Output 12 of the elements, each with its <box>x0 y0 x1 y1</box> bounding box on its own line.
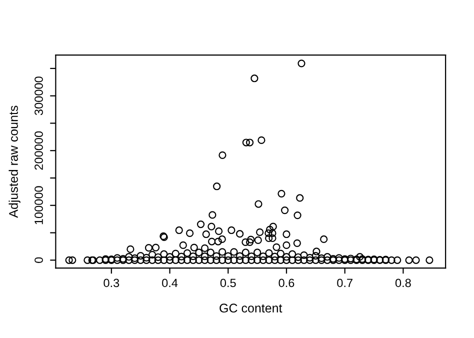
x-tick-label: 0.5 <box>220 278 236 288</box>
y-tick-label: 0 <box>34 257 43 263</box>
y-tick-label: 100000 <box>34 186 43 224</box>
x-tick-label: 0.3 <box>104 278 120 288</box>
y-tick-label: 300000 <box>34 76 43 116</box>
y-axis-title: Adjusted raw counts <box>8 106 20 218</box>
y-tick-label: 200000 <box>34 131 43 170</box>
x-axis-title: GC content <box>220 304 282 313</box>
x-tick-label: 0.8 <box>395 278 411 288</box>
x-tick-label: 0.4 <box>162 278 178 288</box>
x-tick-label: 0.7 <box>337 278 352 288</box>
x-tick-label: 0.6 <box>278 278 294 288</box>
